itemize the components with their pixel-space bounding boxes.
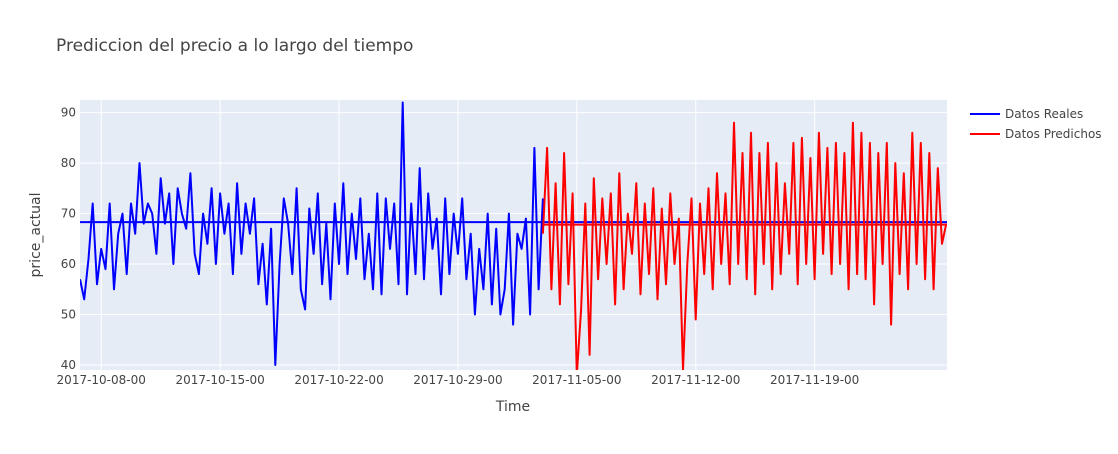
x-tick-label: 2017-11-19-00 <box>770 373 859 387</box>
y-axis-label: price_actual <box>28 193 44 278</box>
x-tick-label: 2017-11-12-00 <box>651 373 740 387</box>
grid-lines <box>80 100 947 370</box>
plot-background <box>80 100 947 370</box>
series-line <box>541 121 947 370</box>
x-tick-label: 2017-10-29-00 <box>413 373 502 387</box>
x-tick-label: 2017-10-08-00 <box>57 373 146 387</box>
y-tick-label: 60 <box>61 257 76 271</box>
legend[interactable]: Datos Reales Datos Predichos <box>970 107 1102 141</box>
y-tick-label: 70 <box>61 207 76 221</box>
series-0 <box>80 101 947 366</box>
x-tick-labels: 2017-10-08-00 2017-10-15-00 2017-10-22-00 2… <box>57 373 860 387</box>
y-tick-label: 80 <box>61 156 76 170</box>
legend-label-datos-reales: Datos Reales <box>1005 107 1083 121</box>
legend-label-datos-predichos: Datos Predichos <box>1005 127 1102 141</box>
series-line <box>80 101 544 366</box>
series-1 <box>541 121 947 370</box>
y-tick-label: 50 <box>61 307 76 321</box>
chart-title: Prediccion del precio a lo largo del tie… <box>56 36 413 56</box>
y-tick-label: 40 <box>61 358 76 372</box>
x-tick-label: 2017-10-22-00 <box>294 373 383 387</box>
legend-item-datos-reales[interactable]: Datos Reales <box>970 107 1083 121</box>
y-tick-labels: 40 50 60 70 80 90 <box>61 106 76 372</box>
legend-item-datos-predichos[interactable]: Datos Predichos <box>970 127 1102 141</box>
y-tick-label: 90 <box>61 106 76 120</box>
x-axis-label: Time <box>495 399 530 415</box>
x-tick-label: 2017-11-05-00 <box>532 373 621 387</box>
x-tick-label: 2017-10-15-00 <box>175 373 264 387</box>
series-lines <box>80 101 947 370</box>
